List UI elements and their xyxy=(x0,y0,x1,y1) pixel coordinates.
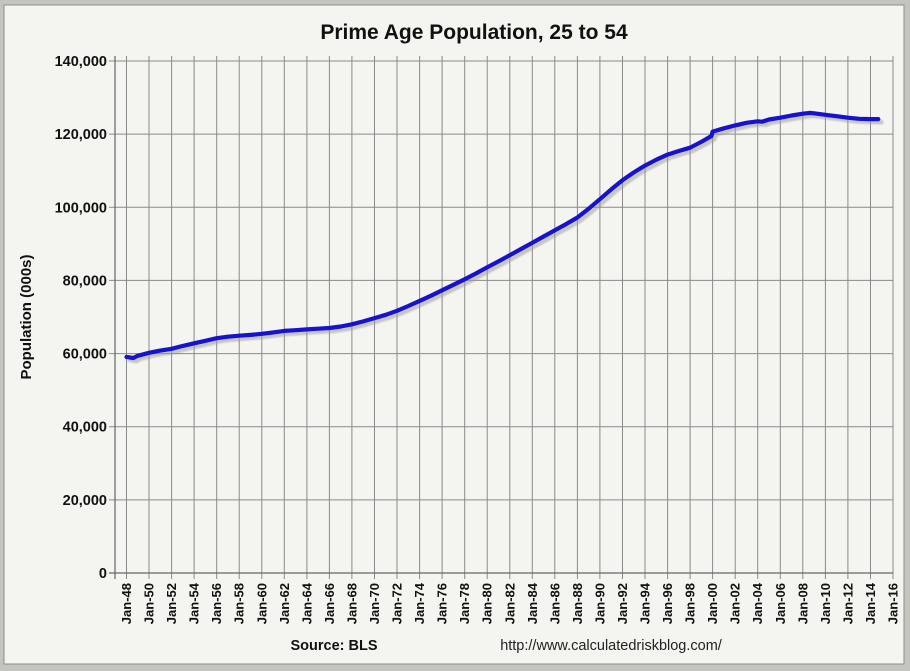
x-tick-label: Jan-90 xyxy=(592,583,607,624)
source-label: Source: BLS xyxy=(290,638,377,654)
x-tick-label: Jan-66 xyxy=(322,583,337,624)
y-tick-label: 100,000 xyxy=(55,200,107,216)
x-tick-label: Jan-56 xyxy=(209,583,224,624)
y-tick-label: 120,000 xyxy=(55,127,107,143)
x-tick-label: Jan-70 xyxy=(367,583,382,624)
x-tick-label: Jan-76 xyxy=(435,583,450,624)
x-tick-label: Jan-60 xyxy=(254,583,269,624)
x-tick-label: Jan-68 xyxy=(344,583,359,624)
y-tick-label: 40,000 xyxy=(63,420,107,436)
x-tick-label: Jan-82 xyxy=(502,583,517,624)
x-tick-label: Jan-64 xyxy=(299,582,314,624)
x-tick-label: Jan-08 xyxy=(795,583,810,624)
y-tick-label: 80,000 xyxy=(63,273,107,289)
x-tick-label: Jan-74 xyxy=(412,582,427,624)
x-tick-label: Jan-88 xyxy=(570,583,585,624)
chart-title: Prime Age Population, 25 to 54 xyxy=(320,21,628,44)
url-label: http://www.calculatedriskblog.com/ xyxy=(500,638,723,654)
x-tick-label: Jan-00 xyxy=(705,583,720,624)
x-tick-label: Jan-54 xyxy=(187,582,202,624)
x-tick-label: Jan-72 xyxy=(390,583,405,624)
x-tick-label: Jan-02 xyxy=(728,583,743,624)
axes-layer xyxy=(109,56,893,579)
x-tick-label: Jan-04 xyxy=(750,582,765,624)
y-axis-title: Population (000s) xyxy=(18,254,35,379)
x-tick-label: Jan-48 xyxy=(119,583,134,624)
y-tick-label: 20,000 xyxy=(63,493,107,509)
chart-panel xyxy=(3,4,905,665)
x-tick-label: Jan-06 xyxy=(773,583,788,624)
x-tick-label: Jan-58 xyxy=(232,583,247,624)
x-tick-label: Jan-80 xyxy=(480,583,495,624)
x-tick-label: Jan-10 xyxy=(818,583,833,624)
gridlines-layer xyxy=(109,56,894,579)
x-tick-label: Jan-94 xyxy=(638,582,653,624)
x-tick-label: Jan-52 xyxy=(164,583,179,624)
x-tick-label: Jan-16 xyxy=(886,583,901,624)
x-tick-label: Jan-78 xyxy=(457,583,472,624)
y-tick-label: 60,000 xyxy=(63,347,107,363)
x-tick-label: Jan-50 xyxy=(142,583,157,624)
x-tick-label: Jan-14 xyxy=(863,582,878,624)
x-tick-label: Jan-98 xyxy=(683,583,698,624)
x-tick-label: Jan-12 xyxy=(840,583,855,624)
data-line-shadow xyxy=(127,113,884,364)
y-tick-label: 140,000 xyxy=(55,54,107,70)
y-tick-labels: 0 20,000 40,000 60,000 80,000 100,000 120,000 1… xyxy=(55,54,107,582)
x-tick-label: Jan-84 xyxy=(525,582,540,624)
x-tick-label: Jan-96 xyxy=(660,583,675,624)
x-tick-label: Jan-62 xyxy=(277,583,292,624)
x-tick-label: Jan-86 xyxy=(547,583,562,624)
population-data-line xyxy=(124,110,881,361)
x-tick-labels: Jan-48 Jan-50 Jan-52 Jan-54 Jan-56 Jan-58 Jan-… xyxy=(119,582,901,624)
y-tick-label: 0 xyxy=(99,566,107,582)
x-tick-label: Jan-92 xyxy=(615,583,630,624)
data-series-layer xyxy=(124,110,884,364)
